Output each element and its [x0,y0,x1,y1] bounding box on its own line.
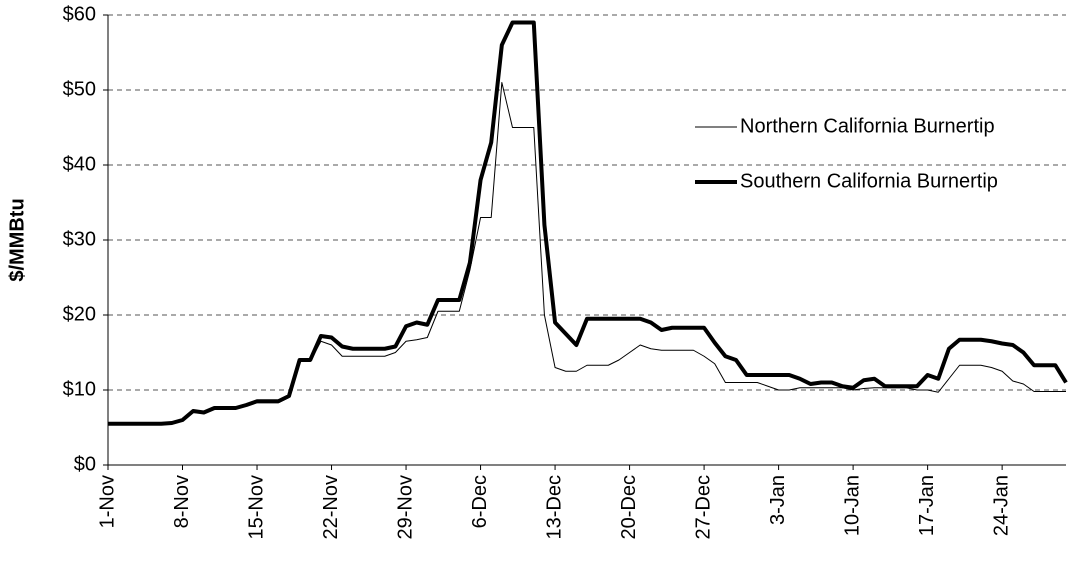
y-axis-label: $/MMBtu [6,198,28,281]
x-tick-label: 1-Nov [96,475,118,528]
y-tick-label: $50 [63,78,96,100]
x-tick-label: 8-Nov [171,475,193,528]
y-tick-label: $40 [63,153,96,175]
y-tick-label: $20 [63,303,96,325]
legend-label: Southern California Burnertip [740,170,998,192]
x-tick-label: 15-Nov [245,475,267,539]
x-tick-label: 13-Dec [543,475,565,539]
x-tick-label: 24-Jan [990,475,1012,536]
y-tick-label: $0 [74,453,96,475]
legend-label: Northern California Burnertip [740,115,995,137]
y-tick-label: $10 [63,378,96,400]
x-tick-label: 27-Dec [692,475,714,539]
x-tick-label: 29-Nov [394,475,416,539]
y-tick-label: $30 [63,228,96,250]
series-line [108,20,1068,426]
x-tick-label: 22-Nov [320,475,342,539]
x-tick-label: 6-Dec [469,475,491,528]
x-tick-label: 3-Jan [767,475,789,525]
x-tick-label: 17-Jan [916,475,938,536]
x-tick-label: 20-Dec [618,475,640,539]
x-tick-label: 10-Jan [841,475,863,536]
y-tick-label: $60 [63,3,96,25]
